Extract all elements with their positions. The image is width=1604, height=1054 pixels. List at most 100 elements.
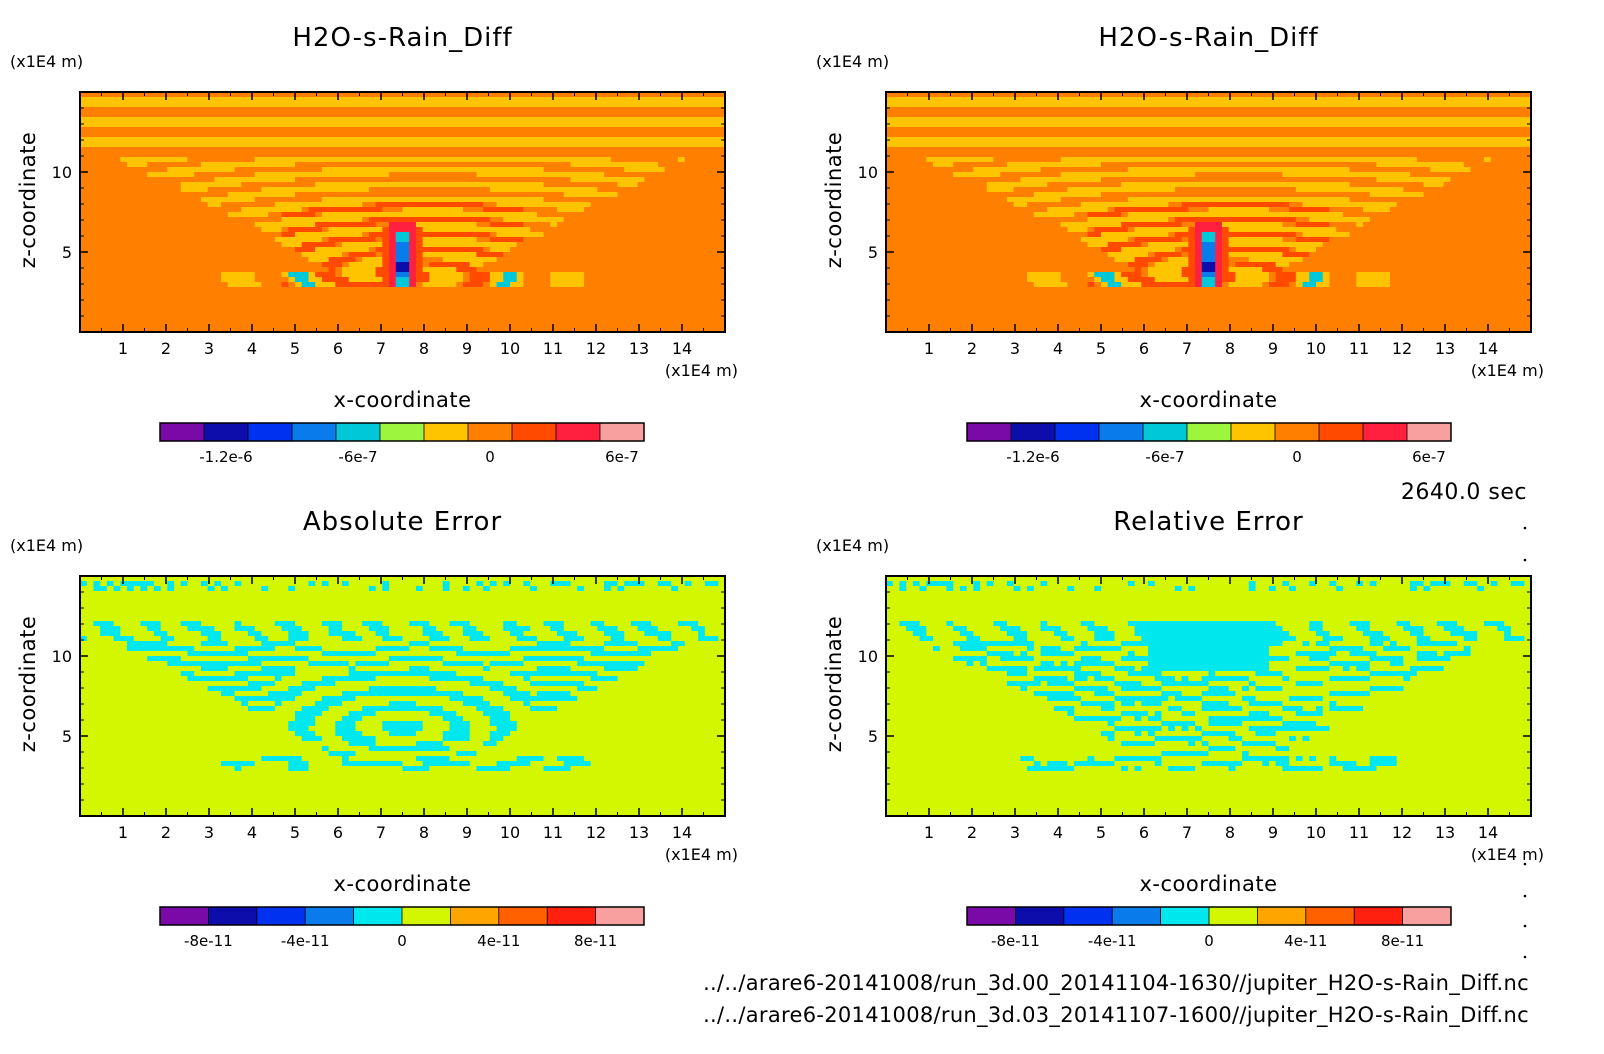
heatmap-cell <box>1383 92 1391 98</box>
heatmap-cell <box>557 112 565 118</box>
heatmap-cell <box>1504 97 1512 103</box>
heatmap-cell <box>469 157 478 163</box>
heatmap-cell <box>80 92 88 98</box>
heatmap-cell <box>80 262 88 268</box>
heatmap-cell <box>315 287 323 293</box>
heatmap-cell <box>429 177 437 183</box>
heatmap-cell <box>429 272 437 278</box>
heatmap-cell <box>362 287 370 293</box>
heatmap-cell <box>557 212 565 218</box>
heatmap-cell <box>429 232 437 238</box>
heatmap-cell <box>221 132 229 138</box>
heatmap-cell <box>456 222 464 228</box>
heatmap-cell <box>1470 97 1478 103</box>
heatmap-cell <box>221 242 229 248</box>
heatmap-cell <box>140 197 148 203</box>
heatmap-cell <box>1470 92 1478 98</box>
heatmap-cell <box>207 322 215 328</box>
heatmap-cell <box>610 147 619 153</box>
heatmap-cell <box>583 212 592 218</box>
heatmap-cell <box>503 127 511 133</box>
heatmap-cell <box>295 117 303 123</box>
heatmap-cell <box>308 242 316 248</box>
heatmap-cell <box>113 122 121 128</box>
heatmap-cell <box>281 242 289 248</box>
heatmap-cell <box>1403 97 1411 103</box>
heatmap-cell <box>80 122 88 128</box>
heatmap-cell <box>456 97 464 103</box>
heatmap-cell <box>415 262 424 268</box>
heatmap-cell <box>422 287 430 293</box>
heatmap-cell <box>93 272 101 278</box>
heatmap-cell <box>677 312 686 318</box>
heatmap-cell <box>342 227 350 233</box>
heatmap-cell <box>382 277 390 283</box>
heatmap-cell <box>86 292 95 298</box>
heatmap-cell <box>254 102 263 108</box>
heatmap-cell <box>295 257 303 263</box>
heatmap-cell <box>167 92 175 98</box>
heatmap-cell <box>93 167 101 173</box>
heatmap-cell <box>476 267 484 273</box>
heatmap-cell <box>557 262 565 268</box>
heatmap-cell <box>718 142 726 148</box>
heatmap-cell <box>590 257 598 263</box>
heatmap-cell <box>274 102 283 108</box>
heatmap-cell <box>637 112 645 118</box>
heatmap-cell <box>200 172 209 178</box>
heatmap-cell <box>362 222 370 228</box>
heatmap-cell <box>630 252 639 258</box>
heatmap-cell <box>489 312 498 318</box>
heatmap-cell <box>483 312 491 318</box>
heatmap-cell <box>536 207 545 213</box>
heatmap-cell <box>153 142 162 148</box>
heatmap-cell <box>140 312 148 318</box>
heatmap-cell <box>274 172 283 178</box>
heatmap-cell <box>395 277 404 283</box>
heatmap-cell <box>684 242 693 248</box>
heatmap-cell <box>402 162 410 168</box>
heatmap-cell <box>254 172 263 178</box>
heatmap-cell <box>610 307 619 313</box>
heatmap-cell <box>221 262 229 268</box>
heatmap-cell <box>597 127 605 133</box>
heatmap-cell <box>234 97 242 103</box>
heatmap-cell <box>321 222 330 228</box>
heatmap-cell <box>436 317 444 323</box>
heatmap-cell <box>624 222 632 228</box>
heatmap-cell <box>194 277 202 283</box>
heatmap-cell <box>140 227 148 233</box>
heatmap-cell <box>402 132 410 138</box>
heatmap-cell <box>1228 102 1236 108</box>
heatmap-cell <box>691 312 699 318</box>
heatmap-cell <box>221 112 229 118</box>
heatmap-cell <box>557 232 565 238</box>
heatmap-cell <box>174 122 182 128</box>
heatmap-cell <box>120 207 128 213</box>
heatmap-cell <box>409 282 417 288</box>
heatmap-cell <box>382 272 390 278</box>
heatmap-cell <box>120 112 128 118</box>
heatmap-cell <box>80 242 88 248</box>
heatmap-cell <box>382 177 390 183</box>
heatmap-cell <box>80 207 88 213</box>
heatmap-cell <box>664 247 672 253</box>
heatmap-cell <box>469 317 478 323</box>
heatmap-cell <box>194 257 202 263</box>
heatmap-cell <box>617 112 625 118</box>
heatmap-cell <box>557 92 565 98</box>
heatmap-cell <box>657 167 666 173</box>
heatmap-cell <box>651 202 659 208</box>
heatmap-cell <box>328 247 336 253</box>
heatmap-cell <box>711 172 719 178</box>
heatmap-cell <box>362 242 370 248</box>
heatmap-cell <box>389 112 397 118</box>
heatmap-cell <box>335 287 343 293</box>
heatmap-cell <box>436 202 444 208</box>
heatmap-cell <box>274 117 283 123</box>
heatmap-cell <box>100 327 108 333</box>
heatmap-cell <box>557 287 565 293</box>
heatmap-cell <box>180 172 189 178</box>
heatmap-cell <box>342 177 350 183</box>
chart-title: H2O-s-Rain_Diff <box>292 23 512 53</box>
